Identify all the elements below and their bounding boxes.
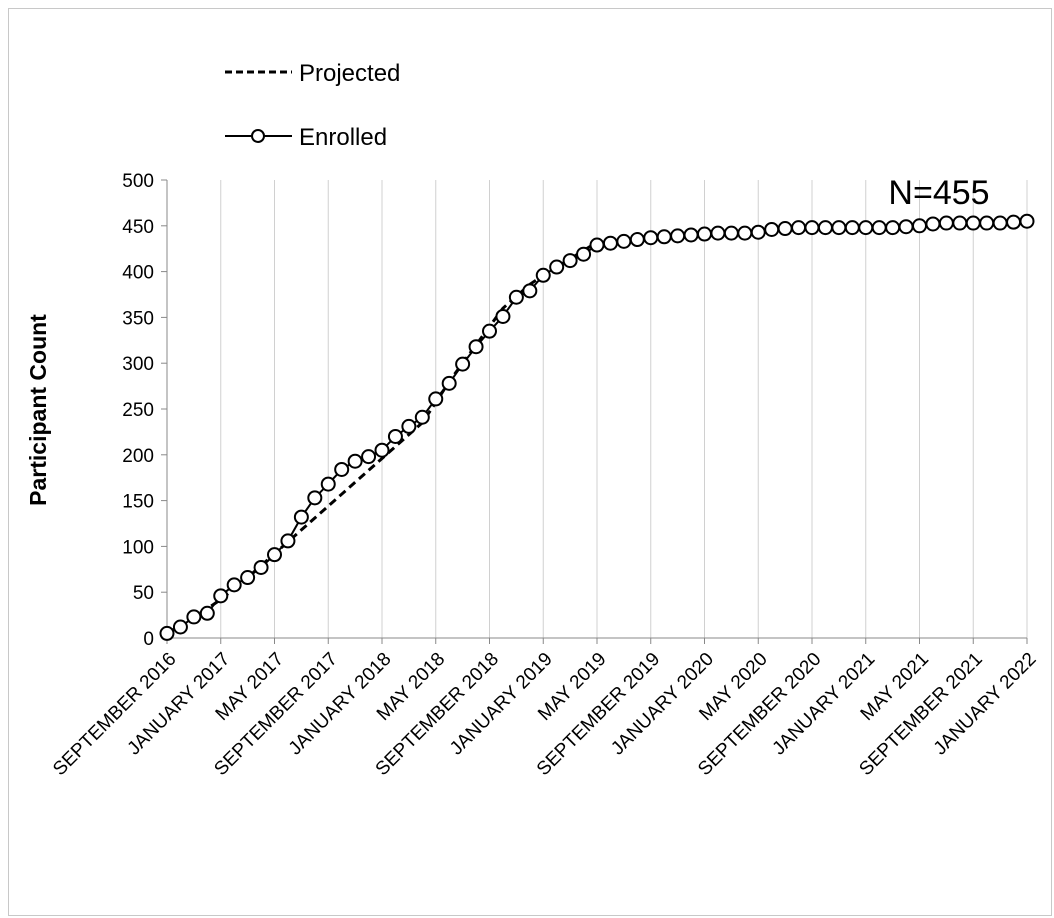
enrolled-point bbox=[280, 533, 296, 549]
enrolled-point bbox=[293, 509, 309, 525]
y-tick-label: 50 bbox=[133, 583, 154, 604]
enrolled-point bbox=[817, 220, 833, 236]
enrolled-point bbox=[589, 237, 605, 253]
enrolled-point bbox=[320, 476, 336, 492]
enrolled-point bbox=[482, 323, 497, 339]
enrolled-point bbox=[750, 224, 766, 240]
enrolled-point bbox=[535, 267, 551, 283]
enrolled-point bbox=[737, 225, 753, 241]
enrolled-point bbox=[683, 227, 699, 243]
enrolled-point bbox=[495, 308, 511, 324]
series-group bbox=[159, 213, 1035, 641]
enrolled-point bbox=[670, 228, 686, 244]
enrolled-point bbox=[226, 577, 242, 593]
enrolled-point bbox=[643, 230, 659, 246]
chart-frame bbox=[8, 8, 1052, 916]
legend-projected-label: Projected bbox=[299, 60, 400, 87]
enrolled-point bbox=[159, 625, 175, 641]
annotation-n: N=455 bbox=[888, 174, 989, 212]
enrolled-point bbox=[992, 215, 1008, 231]
enrolled-point bbox=[401, 418, 417, 434]
enrolled-point bbox=[441, 375, 457, 391]
y-tick-labels: 0 50 100 150 200 250 300 350 400 450 500 bbox=[122, 171, 154, 650]
enrolled-point bbox=[791, 220, 807, 236]
enrolled-point bbox=[898, 219, 914, 235]
enrolled-point bbox=[468, 339, 484, 355]
enrolled-point bbox=[1006, 214, 1022, 230]
enrolled-point bbox=[347, 453, 363, 469]
enrolled-point bbox=[656, 229, 672, 245]
enrolled-point bbox=[213, 588, 229, 604]
enrolled-point bbox=[508, 289, 524, 305]
enrolled-point bbox=[267, 547, 282, 563]
y-tick-label: 200 bbox=[122, 446, 154, 467]
enrolled-point bbox=[414, 409, 430, 425]
legend: Projected Enrolled bbox=[225, 60, 400, 151]
enrolled-point bbox=[723, 225, 739, 241]
y-tick-label: 400 bbox=[122, 263, 154, 284]
legend-enrolled-label: Enrolled bbox=[299, 124, 387, 151]
enrolled-point bbox=[629, 232, 645, 248]
enrolled-point bbox=[186, 609, 202, 625]
enrolled-point bbox=[885, 220, 901, 236]
enrolled-point bbox=[925, 216, 941, 232]
enrolled-point bbox=[602, 235, 618, 251]
enrolled-point bbox=[965, 215, 981, 231]
enrolled-point bbox=[616, 233, 632, 249]
enrolled-point bbox=[952, 215, 968, 231]
enrolled-point bbox=[172, 619, 188, 635]
y-tick-label: 500 bbox=[122, 171, 154, 192]
enrolled-point bbox=[938, 215, 954, 231]
y-tick-label: 100 bbox=[122, 537, 154, 558]
y-tick-label: 150 bbox=[122, 492, 154, 513]
enrolled-point bbox=[334, 461, 350, 477]
enrolled-point bbox=[361, 449, 377, 465]
y-tick-label: 350 bbox=[122, 308, 154, 329]
enrolled-point bbox=[240, 570, 256, 586]
enrolled-point bbox=[804, 220, 820, 236]
axes bbox=[161, 179, 1028, 644]
enrolled-point bbox=[549, 259, 565, 275]
y-tick-label: 450 bbox=[122, 217, 154, 238]
grid-lines bbox=[220, 180, 1028, 638]
enrolled-point bbox=[428, 391, 444, 407]
enrolled-point bbox=[374, 442, 390, 458]
enrolled-point bbox=[858, 220, 874, 236]
enrolled-point bbox=[697, 226, 712, 242]
enrolled-point bbox=[710, 225, 726, 241]
x-tick-label: JANUARY 2022 bbox=[930, 649, 1041, 760]
enrolled-point bbox=[912, 218, 927, 234]
legend-enrolled-marker bbox=[251, 129, 265, 143]
y-tick-label: 0 bbox=[143, 629, 154, 650]
enrolled-point bbox=[871, 220, 887, 236]
enrolled-point bbox=[522, 283, 538, 299]
y-tick-label: 250 bbox=[122, 400, 154, 421]
enrolled-point bbox=[979, 215, 995, 231]
enrolled-point bbox=[387, 428, 403, 444]
enrolled-point bbox=[455, 356, 471, 372]
y-axis-label: Participant Count bbox=[25, 314, 51, 506]
enrolled-point bbox=[253, 559, 269, 575]
enrolled-point bbox=[562, 253, 578, 269]
enrolled-point bbox=[831, 220, 847, 236]
y-tick-label: 300 bbox=[122, 354, 154, 375]
enrolled-point bbox=[307, 490, 323, 506]
enrolled-point bbox=[576, 246, 592, 262]
enrolled-point bbox=[199, 605, 215, 621]
enrolled-point bbox=[1019, 213, 1035, 229]
enrolled-point bbox=[764, 221, 780, 237]
enrolled-point bbox=[844, 220, 860, 236]
enrolled-point bbox=[777, 221, 793, 237]
